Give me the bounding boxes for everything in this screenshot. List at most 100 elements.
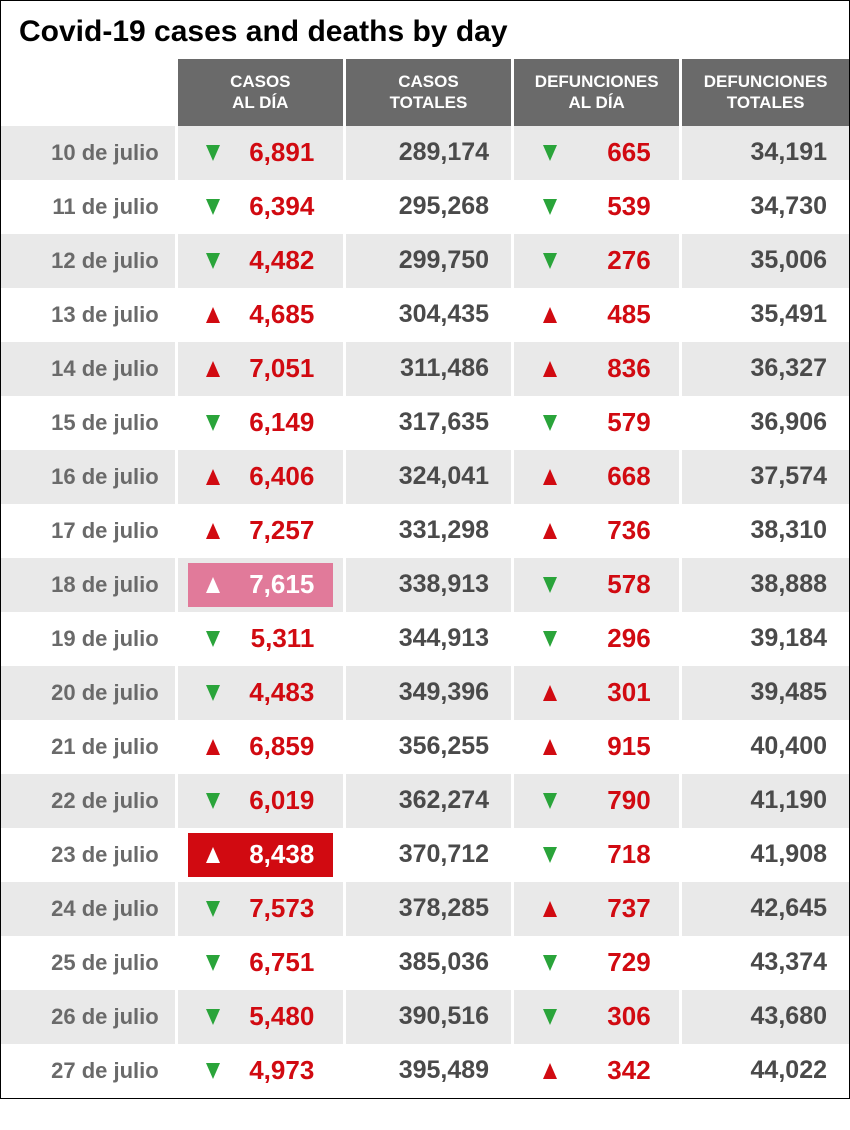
deaths-day-cell: 306 bbox=[513, 990, 681, 1044]
cases-day-cell: 6,019 bbox=[176, 774, 344, 828]
trend-value: 4,685 bbox=[228, 299, 314, 330]
trend-value: 665 bbox=[565, 137, 651, 168]
deaths-day-cell: 915 bbox=[513, 720, 681, 774]
trend-value: 6,891 bbox=[228, 137, 314, 168]
deaths-total-cell: 41,908 bbox=[681, 828, 849, 882]
trend-value: 296 bbox=[565, 623, 651, 654]
deaths-total-cell: 41,190 bbox=[681, 774, 849, 828]
trend-value: 301 bbox=[565, 677, 651, 708]
deaths-day-cell: 276 bbox=[513, 234, 681, 288]
date-cell: 25 de julio bbox=[1, 936, 176, 990]
deaths-day-cell: 579 bbox=[513, 396, 681, 450]
cases-total-cell: 349,396 bbox=[344, 666, 512, 720]
arrow-down-icon bbox=[206, 955, 220, 971]
arrow-up-icon bbox=[543, 739, 557, 755]
arrow-down-icon bbox=[206, 145, 220, 161]
cases-day-cell: 6,406 bbox=[176, 450, 344, 504]
deaths-day-cell: 736 bbox=[513, 504, 681, 558]
table-container: Covid-19 cases and deaths by day CASOSAL… bbox=[0, 0, 850, 1099]
date-cell: 22 de julio bbox=[1, 774, 176, 828]
table-row: 22 de julio6,019362,27479041,190 bbox=[1, 774, 849, 828]
cases-day-cell: 4,685 bbox=[176, 288, 344, 342]
cases-day-cell: 4,482 bbox=[176, 234, 344, 288]
date-cell: 15 de julio bbox=[1, 396, 176, 450]
deaths-total-cell: 35,006 bbox=[681, 234, 849, 288]
table-row: 12 de julio4,482299,75027635,006 bbox=[1, 234, 849, 288]
trend-value: 4,482 bbox=[228, 245, 314, 276]
table-row: 10 de julio6,891289,17466534,191 bbox=[1, 126, 849, 180]
trend-value: 578 bbox=[565, 569, 651, 600]
trend-value: 5,480 bbox=[228, 1001, 314, 1032]
header-blank bbox=[1, 59, 176, 126]
cases-day-cell: 7,573 bbox=[176, 882, 344, 936]
table-row: 24 de julio7,573378,28573742,645 bbox=[1, 882, 849, 936]
arrow-down-icon bbox=[206, 1063, 220, 1079]
deaths-total-cell: 43,680 bbox=[681, 990, 849, 1044]
table-row: 20 de julio 4,483 349,396 301 39,485 bbox=[1, 666, 849, 720]
arrow-up-icon bbox=[543, 523, 557, 539]
trend-value: 6,019 bbox=[228, 785, 314, 816]
trend-value: 539 bbox=[565, 191, 651, 222]
date-cell: 10 de julio bbox=[1, 126, 176, 180]
table-row: 11 de julio6,394295,26853934,730 bbox=[1, 180, 849, 234]
date-cell: 24 de julio bbox=[1, 882, 176, 936]
trend-value: 7,573 bbox=[228, 893, 314, 924]
date-cell: 19 de julio bbox=[1, 612, 176, 666]
cases-day-cell: 8,438 bbox=[176, 828, 344, 882]
deaths-day-cell: 485 bbox=[513, 288, 681, 342]
cases-total-cell: 395,489 bbox=[344, 1044, 512, 1098]
arrow-down-icon bbox=[543, 847, 557, 863]
arrow-up-icon bbox=[543, 685, 557, 701]
cases-total-cell: 331,298 bbox=[344, 504, 512, 558]
table-row: 17 de julio7,257331,29873638,310 bbox=[1, 504, 849, 558]
arrow-down-icon bbox=[543, 577, 557, 593]
trend-value: 718 bbox=[565, 839, 651, 870]
header-cases-day: CASOSAL DÍA bbox=[176, 59, 344, 126]
header-deaths-day: DEFUNCIONESAL DÍA bbox=[513, 59, 681, 126]
deaths-total-cell: 37,574 bbox=[681, 450, 849, 504]
cases-day-cell: 4,973 bbox=[176, 1044, 344, 1098]
trend-value: 6,149 bbox=[228, 407, 314, 438]
deaths-total-cell: 38,888 bbox=[681, 558, 849, 612]
trend-value: 4,483 bbox=[228, 677, 314, 708]
date-cell: 11 de julio bbox=[1, 180, 176, 234]
trend-value: 6,751 bbox=[228, 947, 314, 978]
arrow-down-icon bbox=[543, 199, 557, 215]
deaths-total-cell: 42,645 bbox=[681, 882, 849, 936]
deaths-total-cell: 39,485 bbox=[681, 666, 849, 720]
deaths-day-cell: 296 bbox=[513, 612, 681, 666]
cases-day-cell: 5,311 bbox=[176, 612, 344, 666]
arrow-down-icon bbox=[206, 901, 220, 917]
arrow-down-icon bbox=[543, 253, 557, 269]
arrow-down-icon bbox=[543, 955, 557, 971]
arrow-up-icon bbox=[206, 523, 220, 539]
table-row: 19 de julio5,311344,91329639,184 bbox=[1, 612, 849, 666]
trend-value: 729 bbox=[565, 947, 651, 978]
trend-value: 736 bbox=[565, 515, 651, 546]
trend-value: 790 bbox=[565, 785, 651, 816]
cases-day-cell: 7,257 bbox=[176, 504, 344, 558]
table-row: 14 de julio7,051311,48683636,327 bbox=[1, 342, 849, 396]
trend-value: 5,311 bbox=[228, 623, 314, 654]
deaths-day-cell: 578 bbox=[513, 558, 681, 612]
date-cell: 27 de julio bbox=[1, 1044, 176, 1098]
date-cell: 18 de julio bbox=[1, 558, 176, 612]
data-table: CASOSAL DÍA CASOSTOTALES DEFUNCIONESAL D… bbox=[1, 59, 849, 1098]
cases-day-cell: 6,394 bbox=[176, 180, 344, 234]
arrow-up-icon bbox=[206, 361, 220, 377]
arrow-down-icon bbox=[206, 199, 220, 215]
trend-value: 7,257 bbox=[228, 515, 314, 546]
cases-day-cell: 6,751 bbox=[176, 936, 344, 990]
cases-total-cell: 338,913 bbox=[344, 558, 512, 612]
cases-total-cell: 299,750 bbox=[344, 234, 512, 288]
cases-total-cell: 356,255 bbox=[344, 720, 512, 774]
trend-value: 579 bbox=[565, 407, 651, 438]
arrow-down-icon bbox=[543, 415, 557, 431]
arrow-up-icon bbox=[206, 577, 220, 593]
date-cell: 20 de julio bbox=[1, 666, 176, 720]
arrow-up-icon bbox=[543, 361, 557, 377]
deaths-day-cell: 836 bbox=[513, 342, 681, 396]
deaths-total-cell: 44,022 bbox=[681, 1044, 849, 1098]
cases-total-cell: 385,036 bbox=[344, 936, 512, 990]
cases-day-cell: 5,480 bbox=[176, 990, 344, 1044]
